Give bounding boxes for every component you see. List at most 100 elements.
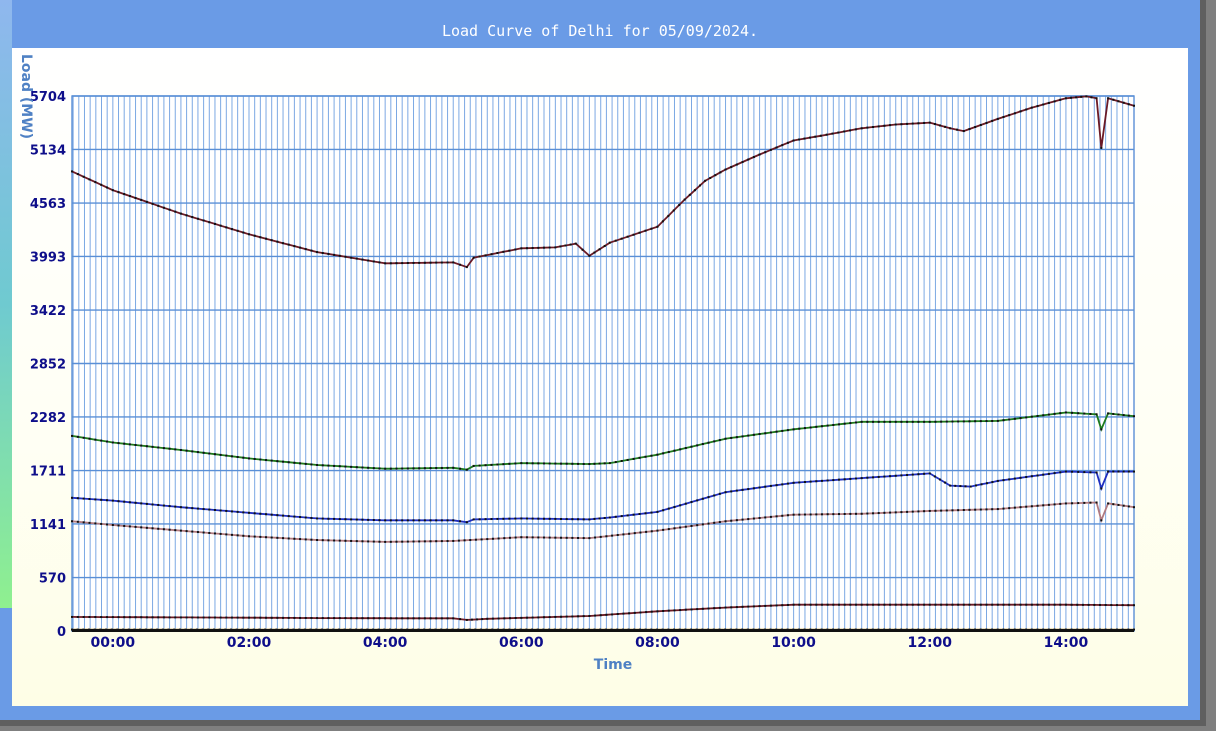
data-point — [911, 510, 914, 513]
data-point — [747, 158, 750, 161]
data-point — [423, 467, 426, 470]
data-point — [638, 512, 641, 515]
data-point — [900, 123, 903, 126]
data-point — [991, 603, 994, 606]
data-point — [608, 462, 611, 465]
data-point — [128, 525, 131, 528]
data-point — [452, 261, 455, 264]
data-point — [484, 254, 487, 257]
data-point — [1008, 418, 1011, 421]
data-point — [140, 444, 143, 447]
data-point — [644, 229, 647, 232]
data-point — [1002, 479, 1005, 482]
data-point — [1013, 477, 1016, 480]
data-point — [633, 532, 636, 535]
data-point — [1104, 604, 1107, 607]
data-point — [934, 509, 937, 512]
data-point — [1100, 487, 1103, 490]
data-point — [321, 617, 324, 620]
data-point — [656, 453, 659, 456]
data-point — [395, 519, 398, 522]
data-point — [820, 425, 823, 428]
data-point — [667, 507, 670, 510]
data-point — [1122, 470, 1125, 473]
data-point — [128, 616, 131, 619]
data-point — [622, 612, 625, 615]
data-point — [333, 253, 336, 256]
data-point — [792, 603, 795, 606]
data-point — [185, 449, 188, 452]
data-point — [582, 462, 585, 465]
data-point — [713, 440, 716, 443]
data-point — [440, 466, 443, 469]
data-point — [1095, 471, 1098, 474]
data-point — [911, 473, 914, 476]
data-point — [758, 433, 761, 436]
data-point — [520, 247, 523, 250]
data-point — [560, 517, 563, 520]
data-point — [293, 616, 296, 619]
data-point — [934, 603, 937, 606]
data-point — [747, 518, 750, 521]
data-point — [236, 456, 239, 459]
data-point — [877, 603, 880, 606]
data-point — [704, 179, 707, 182]
data-point — [690, 501, 693, 504]
data-point — [1042, 473, 1045, 476]
data-point — [480, 538, 483, 541]
data-point — [577, 518, 580, 521]
data-point — [673, 505, 676, 508]
data-point — [265, 459, 268, 462]
data-point — [849, 603, 852, 606]
data-point — [616, 534, 619, 537]
data-point — [582, 537, 585, 540]
data-point — [632, 513, 635, 516]
data-point — [855, 421, 858, 424]
data-point — [196, 217, 199, 220]
data-point — [1002, 116, 1005, 119]
data-point — [265, 237, 268, 240]
data-point — [614, 239, 617, 242]
data-point — [786, 514, 789, 517]
data-point — [1042, 603, 1045, 606]
data-point — [792, 481, 795, 484]
data-point — [202, 451, 205, 454]
data-point — [608, 241, 611, 244]
data-point — [1112, 412, 1115, 415]
data-point — [117, 616, 120, 619]
data-point — [735, 436, 738, 439]
x-axis-label: Time — [593, 657, 633, 673]
data-point — [959, 485, 962, 488]
data-point — [429, 261, 432, 264]
data-point — [996, 508, 999, 511]
data-point — [299, 538, 302, 541]
data-point — [213, 509, 216, 512]
data-point — [106, 523, 109, 526]
data-point — [599, 614, 602, 617]
data-point — [253, 234, 256, 237]
data-point — [316, 617, 319, 620]
data-point — [478, 518, 481, 521]
data-point — [1100, 519, 1103, 522]
data-point — [361, 540, 364, 543]
data-point — [872, 476, 875, 479]
data-point — [991, 508, 994, 511]
data-point — [975, 484, 978, 487]
data-point — [1047, 101, 1050, 104]
data-point — [338, 539, 341, 542]
data-point — [933, 123, 936, 126]
data-point — [735, 163, 738, 166]
data-point — [1047, 472, 1050, 475]
data-point — [684, 502, 687, 505]
data-point — [372, 540, 375, 543]
data-point — [472, 256, 475, 259]
data-point — [459, 467, 462, 470]
data-point — [145, 502, 148, 505]
data-point — [803, 137, 806, 140]
data-point — [327, 539, 330, 542]
data-point — [991, 119, 994, 122]
data-point — [923, 121, 926, 124]
data-point — [367, 259, 370, 262]
data-point — [605, 535, 608, 538]
data-point — [440, 617, 443, 620]
